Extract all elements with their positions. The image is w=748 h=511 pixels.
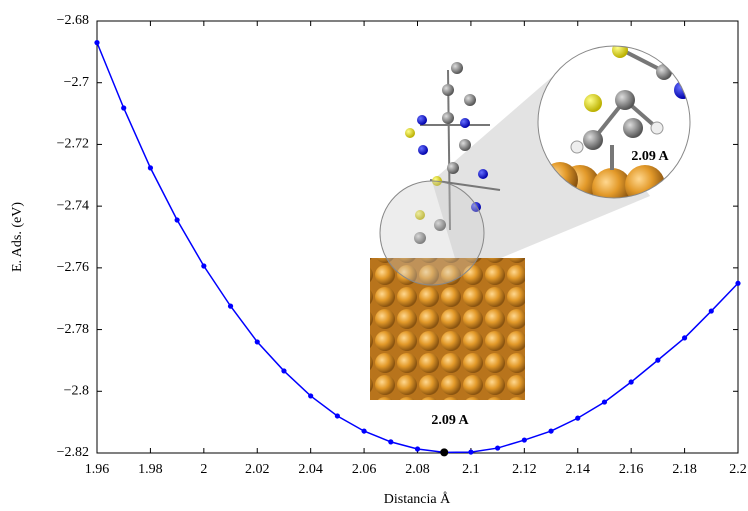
data-point: [361, 428, 366, 433]
y-axis-label: E. Ads. (eV): [10, 202, 25, 272]
data-point: [201, 263, 206, 268]
data-point: [175, 217, 180, 222]
x-tick-label: 2.14: [566, 462, 591, 477]
data-point: [228, 304, 233, 309]
x-tick-label: 2.12: [512, 462, 537, 477]
x-tick-label: 2: [200, 462, 207, 477]
x-tick-label: 2.2: [729, 462, 747, 477]
x-tick-label: 2.08: [405, 462, 430, 477]
inset-illustration: [370, 40, 700, 400]
data-point: [602, 399, 607, 404]
data-point: [548, 428, 553, 433]
data-point: [148, 165, 153, 170]
data-point: [575, 416, 580, 421]
x-tick-label: 2.06: [352, 462, 377, 477]
data-point: [735, 281, 740, 286]
y-tick-label: −2.72: [57, 137, 89, 152]
annotation: 2.09 A: [431, 413, 469, 428]
chart: Distancia Å E. Ads. (eV) 1.96 1.98 2 2.02 2.…: [0, 0, 748, 511]
x-tick-label: 1.98: [138, 462, 163, 477]
x-tick-label: 2.02: [245, 462, 270, 477]
y-tick-label: −2.68: [57, 13, 89, 28]
data-point: [495, 445, 500, 450]
data-point: [388, 439, 393, 444]
y-tick-label: −2.78: [57, 322, 89, 337]
x-axis-label: Distancia Å: [384, 491, 451, 507]
data-point: [415, 446, 420, 451]
data-point: [629, 379, 634, 384]
y-tick-label: −2.74: [57, 198, 89, 213]
data-point: [522, 437, 527, 442]
y-tick-label: −2.76: [57, 260, 89, 275]
data-point: [281, 368, 286, 373]
y-tick-label: −2.8: [64, 384, 89, 399]
data-point: [308, 393, 313, 398]
page: {"chart_data": {"type": "line", "x_label…: [0, 0, 748, 511]
data-point: [682, 335, 687, 340]
data-point: [94, 40, 99, 45]
data-point: [440, 448, 448, 456]
x-tick-label: 2.04: [298, 462, 323, 477]
data-point: [655, 358, 660, 363]
data-point: [121, 105, 126, 110]
annotation: 2.09 A: [631, 149, 669, 164]
data-point: [468, 449, 473, 454]
y-tick-label: −2.82: [57, 445, 89, 460]
data-point: [709, 308, 714, 313]
x-tick-label: 2.18: [672, 462, 697, 477]
data-point: [255, 339, 260, 344]
data-point: [335, 413, 340, 418]
x-tick-label: 2.1: [462, 462, 480, 477]
x-tick-label: 2.16: [619, 462, 644, 477]
y-tick-label: −2.7: [64, 75, 89, 90]
x-tick-label: 1.96: [85, 462, 110, 477]
